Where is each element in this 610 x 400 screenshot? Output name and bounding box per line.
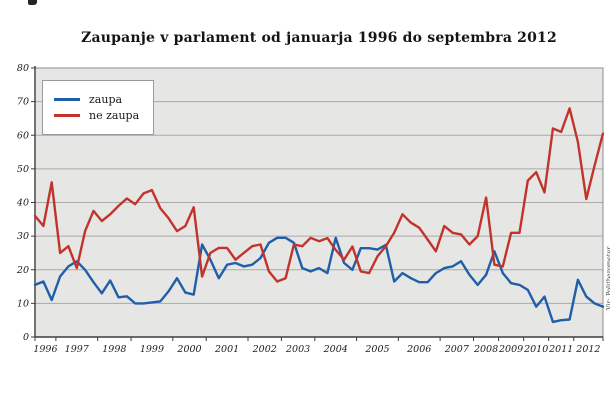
chart-legend: zaupa ne zaupa (42, 80, 155, 135)
x-tick-label-2006: 2006 (406, 344, 431, 355)
x-tick-label-2004: 2004 (323, 344, 348, 355)
x-tick-label-2008: 2008 (473, 344, 498, 355)
x-tick-label-1998: 1998 (102, 344, 126, 355)
x-tick-label-1996: 1996 (33, 344, 57, 355)
x-tick-label-2000: 2000 (176, 344, 201, 355)
x-tick-label-2005: 2005 (364, 344, 389, 355)
y-tick-label-40: 40 (16, 198, 29, 209)
y-tick-label-20: 20 (16, 265, 29, 276)
zaupa-line-swatch-icon (54, 98, 80, 101)
x-tick-label-2001: 2001 (214, 344, 239, 355)
x-tick-label-2011: 2011 (548, 344, 573, 355)
y-tick-label-60: 60 (17, 130, 29, 141)
y-tick-label-50: 50 (17, 164, 29, 175)
legend-label-ne-zaupa: ne zaupa (89, 109, 140, 122)
x-tick-label-1999: 1999 (140, 344, 164, 355)
x-tick-label-2012: 2012 (575, 344, 600, 355)
x-tick-label-2002: 2002 (252, 344, 277, 355)
series-line-ne-zaupa (33, 107, 605, 283)
ne-zaupa-line-swatch-icon (54, 114, 80, 117)
y-tick-label-10: 10 (17, 298, 29, 309)
x-tick-label-2003: 2003 (285, 344, 310, 355)
x-tick-label-2010: 2010 (523, 344, 548, 355)
legend-item-zaupa: zaupa (54, 93, 139, 106)
y-tick-label-0: 0 (23, 332, 29, 343)
series-line-zaupa (33, 236, 605, 324)
chart-title: Zaupanje v parlament od januarja 1996 do… (81, 30, 557, 46)
legend-label-zaupa: zaupa (89, 93, 123, 106)
corner-artifact (28, 0, 37, 5)
y-tick-label-70: 70 (17, 97, 29, 108)
x-tick-label-1997: 1997 (65, 344, 90, 355)
x-tick-label-2009: 2009 (498, 344, 523, 355)
x-tick-label-2007: 2007 (444, 344, 470, 355)
legend-item-ne-zaupa: ne zaupa (54, 109, 139, 122)
y-tick-label-80: 80 (17, 63, 29, 74)
y-tick-label-30: 30 (17, 231, 29, 242)
